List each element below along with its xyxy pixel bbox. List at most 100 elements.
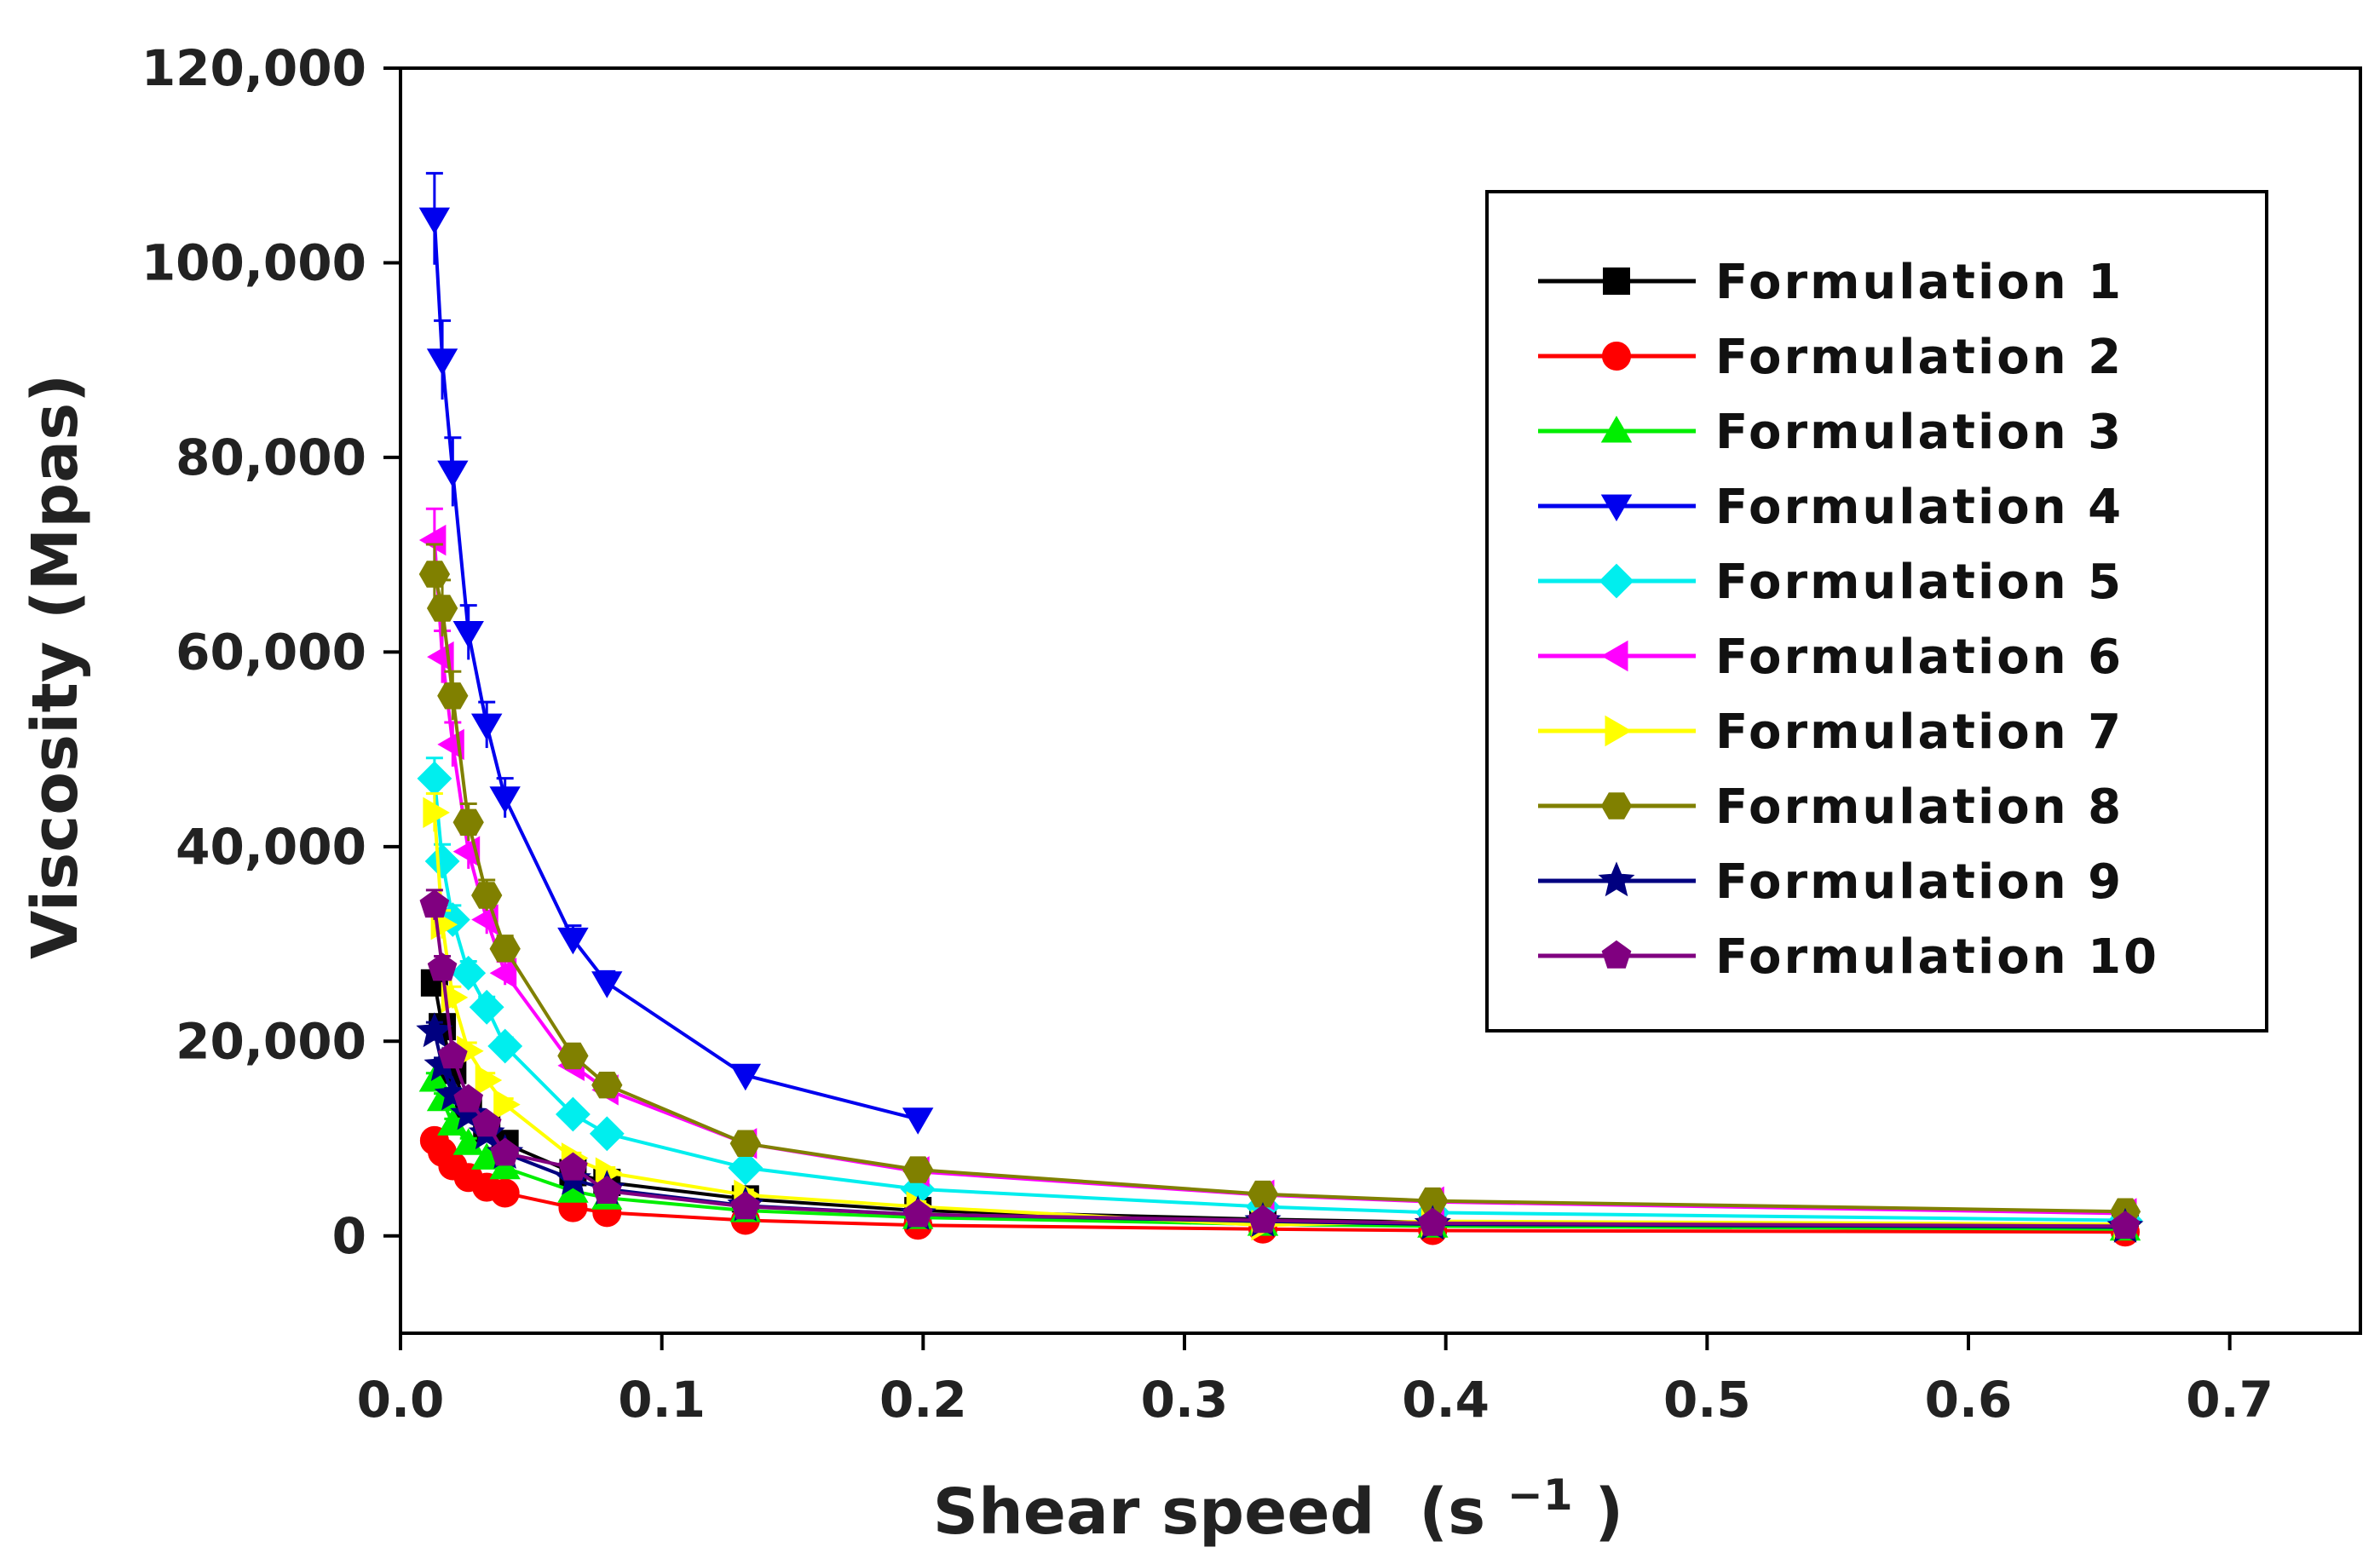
plot-frame-layer: [399, 66, 2362, 1335]
axis-ticks-layer: 0.0 0.1 0.2 0.3 0.4 0.5 0.6 0.7 0 20,000 40,000 60,…: [141, 39, 2273, 1429]
data-point: [424, 843, 460, 879]
legend-item: Formulation 9: [1538, 854, 2124, 910]
data-point: [493, 1089, 521, 1120]
data-point: [418, 524, 447, 556]
data-point: [423, 797, 450, 829]
x-axis-title: Shear speed (s −1 ): [933, 1452, 1623, 1549]
legend-marker: [1599, 563, 1634, 599]
series-4: [418, 171, 934, 1135]
legend-marker: [1600, 416, 1633, 443]
data-point: [557, 927, 589, 955]
data-point: [1418, 1207, 1448, 1236]
data-point: [729, 1130, 761, 1157]
legend-label: Formulation 8: [1715, 779, 2124, 835]
data-point: [437, 682, 469, 710]
data-point: [489, 786, 521, 814]
data-point: [591, 971, 623, 998]
x-tick-label: 0.6: [1925, 1371, 2013, 1429]
x-tick-label: 0.7: [2186, 1371, 2273, 1429]
data-point: [416, 1012, 453, 1048]
legend-label: Formulation 10: [1715, 929, 2159, 985]
x-axis-title-text: Shear speed: [933, 1475, 1375, 1549]
data-point: [452, 621, 484, 648]
legend-label: Formulation 2: [1715, 330, 2124, 385]
data-point: [451, 955, 487, 991]
y-tick-label: 120,000: [141, 39, 366, 97]
data-point: [452, 808, 484, 836]
y-tick-label: 40,000: [176, 818, 366, 876]
data-point: [419, 889, 450, 918]
x-tick-label: 0.0: [357, 1371, 445, 1429]
data-point: [452, 1128, 484, 1155]
legend-label: Formulation 6: [1715, 630, 2124, 685]
legend-item: Formulation 8: [1538, 779, 2124, 835]
x-tick-label: 0.5: [1663, 1371, 1751, 1429]
y-tick-label: 20,000: [176, 1012, 366, 1070]
data-point: [730, 1191, 761, 1220]
series-line: [432, 218, 919, 1121]
data-point: [437, 460, 469, 488]
x-tick-label: 0.1: [618, 1371, 706, 1429]
plot-area-frame: [399, 66, 2362, 1335]
legend-item: Formulation 5: [1538, 555, 2124, 610]
x-axis-unit-base: (s: [1419, 1475, 1485, 1549]
y-axis-title: Viscosity (Mpas): [19, 374, 92, 959]
legend-item: Formulation 2: [1538, 330, 2124, 385]
legend-label: Formulation 4: [1715, 480, 2124, 535]
x-tick-label: 0.2: [879, 1371, 967, 1429]
data-point: [470, 713, 503, 741]
data-point: [1247, 1180, 1279, 1208]
legend-marker: [1603, 267, 1630, 295]
data-point: [418, 207, 451, 235]
legend-label: Formulation 5: [1715, 555, 2124, 610]
series-line: [432, 1031, 2126, 1229]
legend-marker: [1605, 715, 1632, 747]
legend-marker: [1601, 640, 1628, 672]
legend-item: Formulation 1: [1538, 255, 2124, 310]
legend-label: Formulation 9: [1715, 854, 2124, 910]
x-tick-label: 0.4: [1402, 1371, 1490, 1429]
data-point: [2110, 1211, 2141, 1240]
data-point: [489, 1152, 521, 1180]
data-point: [475, 1064, 503, 1096]
data-point: [555, 1096, 591, 1132]
x-axis-unit-close: ): [1594, 1475, 1623, 1549]
legend-item: Formulation 7: [1538, 705, 2121, 760]
legend: Formulation 1 Formulation 2 Formulation 3 F…: [1485, 190, 2268, 1032]
data-point: [1248, 1205, 1278, 1234]
data-point: [902, 1156, 934, 1183]
x-tick-label: 0.3: [1141, 1371, 1229, 1429]
data-point: [471, 1108, 502, 1137]
data-point: [591, 1072, 623, 1099]
legend-marker: [1600, 494, 1633, 521]
data-point: [489, 958, 517, 989]
y-tick-label: 60,000: [176, 623, 366, 681]
data-point: [728, 1150, 764, 1186]
series-3: [418, 1064, 2141, 1241]
legend-box: [1485, 190, 2268, 1032]
legend-label: Formulation 3: [1715, 405, 2124, 460]
data-point: [489, 935, 521, 963]
legend-marker: [1598, 861, 1635, 897]
data-point: [729, 1063, 762, 1091]
legend-label: Formulation 1: [1715, 255, 2124, 310]
data-point: [487, 1028, 523, 1064]
data-point: [490, 1137, 520, 1166]
legend-marker: [1602, 342, 1631, 371]
y-tick-label: 80,000: [176, 429, 366, 486]
data-point: [490, 1178, 520, 1208]
data-point: [591, 1175, 622, 1204]
x-axis-unit-exponent: −1: [1507, 1470, 1573, 1520]
legend-marker: [1601, 940, 1632, 969]
data-point: [426, 595, 458, 622]
data-point: [438, 1040, 468, 1069]
legend-item: Formulation 6: [1538, 630, 2124, 685]
data-point: [426, 348, 458, 376]
legend-item: Formulation 4: [1538, 480, 2124, 535]
data-point: [902, 1107, 934, 1135]
data-point: [427, 952, 458, 981]
data-point: [558, 1152, 588, 1181]
y-tick-label: 0: [332, 1207, 366, 1265]
